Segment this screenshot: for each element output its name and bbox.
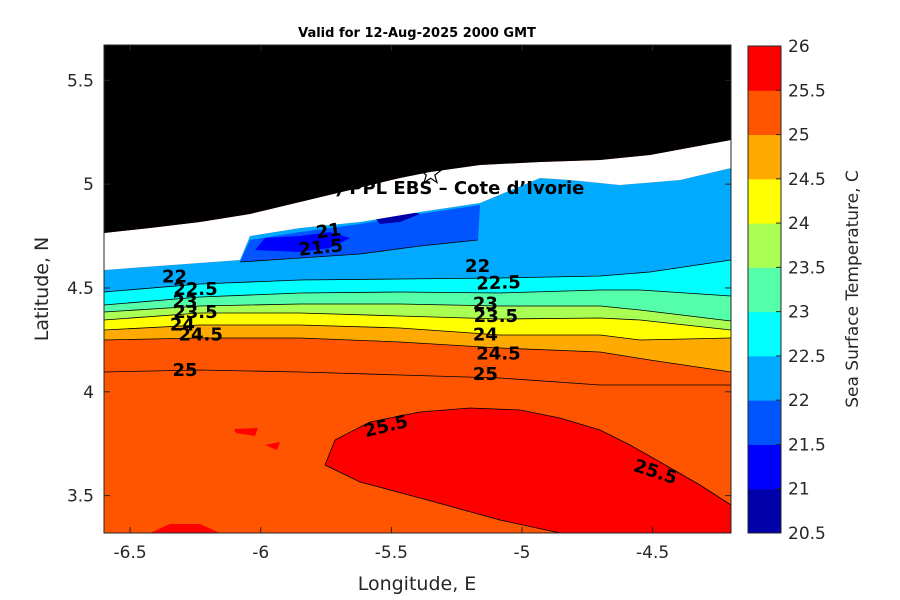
- colorbar-tick-label: 24.5: [788, 170, 826, 190]
- contour-line-warm: [324, 407, 731, 533]
- colorbar-swatch: [748, 267, 781, 313]
- land-mass: [104, 45, 731, 233]
- contour-label: 23: [172, 291, 197, 312]
- sst-band-25-5: [325, 408, 731, 533]
- x-axis: -6.5 -6 -5.5 -5 -4.5: [114, 45, 669, 563]
- colorbar-tick-label: 22: [788, 391, 810, 411]
- x-axis-label: Longitude, E: [358, 573, 477, 595]
- contour-label: 22: [162, 267, 187, 288]
- map-plot-area: 2121.52222.52323.52424.5252222.52323.524…: [104, 45, 731, 533]
- colorbar-tick-label: 21: [788, 480, 810, 500]
- x-tick-label: -6: [252, 543, 269, 563]
- contour-label: 24: [473, 325, 498, 346]
- sst-band-24: [104, 313, 731, 340]
- star-icon: [418, 160, 443, 185]
- x-tick-label: -5: [514, 543, 531, 563]
- contour-line-6: [104, 369, 731, 386]
- colorbar-tick-label: 26: [788, 37, 810, 57]
- x-tick-label: -4.5: [636, 543, 669, 563]
- sst-spot-2: [265, 442, 280, 450]
- chart-title: Valid for 12-Aug-2025 2000 GMT: [298, 26, 536, 41]
- colorbar-tick-label: 24: [788, 214, 810, 234]
- colorbar: 20.5 21 21.5 22 22.5 23 23.5 24 24.5 25 25.5 26: [747, 37, 826, 544]
- contour-line-1: [104, 289, 731, 306]
- sst-band-21-a: [255, 232, 350, 252]
- y-tick-label: 3.5: [67, 487, 94, 507]
- y-tick-label: 5: [83, 175, 94, 195]
- contour-label: 23.5: [173, 302, 217, 323]
- land-layer: [104, 45, 731, 270]
- contour-line-cold: [239, 239, 479, 263]
- y-tick-label: 4.5: [67, 279, 94, 299]
- contour-label: 25: [473, 364, 498, 385]
- no-data-strip: [104, 140, 731, 270]
- contour-label-layer: 2121.52222.52323.52424.5252222.52323.524…: [162, 219, 680, 489]
- contour-label: 21: [315, 219, 343, 243]
- colorbar-tick-label: 22.5: [788, 347, 826, 367]
- colorbar-swatch: [748, 90, 781, 136]
- colorbar-swatch: [748, 46, 781, 91]
- x-tick-label: -6.5: [114, 543, 147, 563]
- contour-label: 24.5: [178, 325, 222, 346]
- contour-label: 22: [465, 256, 490, 277]
- site-label: A (ONHYM) PPL EBS – Cote d’Ivorie: [230, 178, 584, 199]
- colorbar-swatch: [748, 178, 781, 224]
- contour-label: 24: [170, 314, 195, 335]
- contour-label: 22.5: [173, 279, 217, 300]
- contour-label: 22.5: [476, 272, 521, 295]
- contour-label: 23: [473, 294, 498, 315]
- y-tick-label: 4: [83, 383, 94, 403]
- colorbar-swatch: [748, 400, 781, 445]
- contour-line-2: [104, 303, 731, 322]
- colorbar-swatch: [748, 488, 781, 534]
- sst-band-24-5: [104, 325, 731, 372]
- colorbar-swatch: [748, 223, 781, 268]
- sst-spot-3: [150, 524, 220, 533]
- colorbar-swatch: [748, 311, 781, 357]
- sst-band-23: [104, 290, 731, 321]
- colorbar-tick-label: 21.5: [788, 435, 826, 455]
- colorbar-tick-label: 25.5: [788, 81, 826, 101]
- sst-band-25-upper: [104, 338, 731, 385]
- colorbar-swatch: [748, 355, 781, 401]
- contour-line-3: [104, 312, 731, 331]
- colorbar-tick-label: 23: [788, 303, 810, 323]
- sst-band-22-5: [104, 260, 731, 305]
- colorbar-label: Sea Surface Temperature, C: [843, 170, 863, 408]
- contour-label: 25: [172, 360, 197, 381]
- contour-line-0: [104, 259, 731, 293]
- x-tick-label: -5.5: [375, 543, 408, 563]
- sst-band-23-5: [104, 304, 731, 330]
- colorbar-tick-label: 20.5: [788, 524, 826, 544]
- colorbar-tick-label: 25: [788, 126, 810, 146]
- colorbar-swatch: [748, 444, 781, 490]
- site-marker-layer: [418, 160, 443, 185]
- contour-line-5: [104, 337, 731, 373]
- contour-label: 23.5: [474, 306, 518, 327]
- contour-line-layer: [104, 239, 731, 533]
- contour-label: 21.5: [298, 235, 344, 261]
- contour-label: 24.5: [476, 343, 520, 364]
- sst-spot-1: [234, 428, 258, 436]
- y-axis-label: Latitude, N: [31, 237, 53, 342]
- contour-line-4: [104, 324, 731, 341]
- plot-frame: [103, 44, 732, 534]
- colorbar-frame: [747, 45, 782, 534]
- colorbar-tick-label: 23.5: [788, 258, 826, 278]
- colorbar-swatch: [748, 134, 781, 180]
- y-axis: 3.5 4 4.5 5 5.5: [67, 71, 731, 507]
- y-tick-label: 5.5: [67, 71, 94, 91]
